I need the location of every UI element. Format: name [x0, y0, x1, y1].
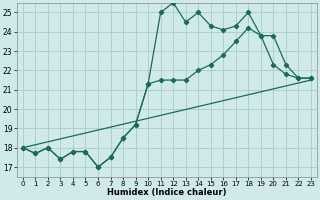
X-axis label: Humidex (Indice chaleur): Humidex (Indice chaleur) [107, 188, 227, 197]
